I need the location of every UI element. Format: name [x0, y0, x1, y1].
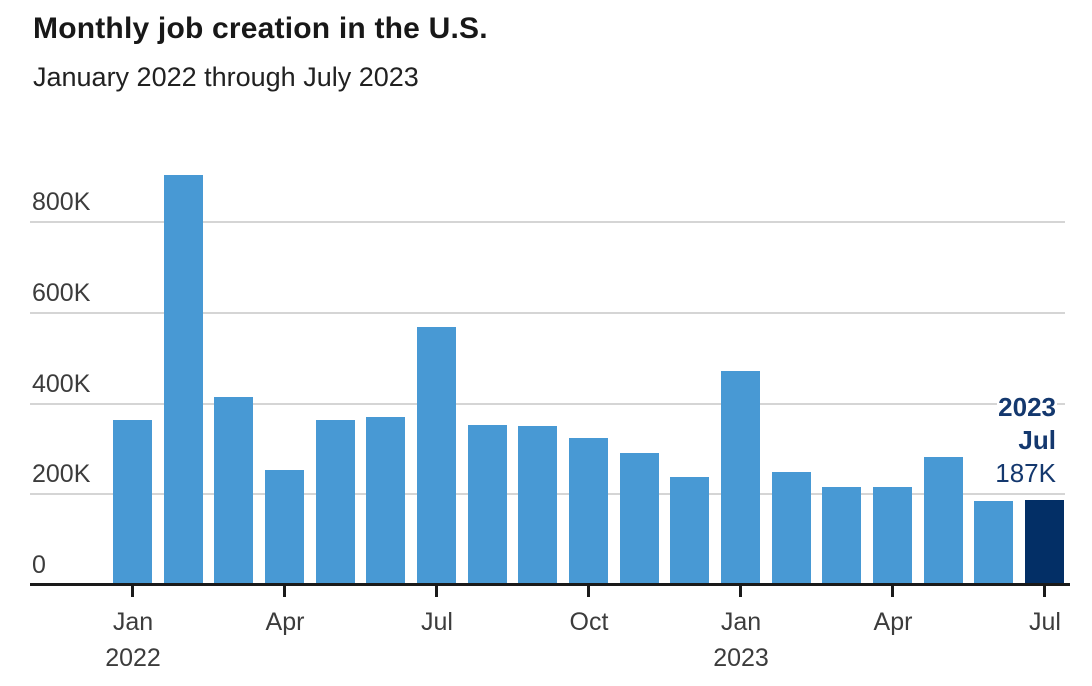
bar-oct-2022: [569, 438, 608, 585]
bar-sep-2022: [518, 426, 557, 585]
annotation-value: 187K: [994, 457, 1057, 490]
x-axis-label-month: Apr: [265, 608, 305, 636]
x-axis-label-month: Jul: [1029, 608, 1061, 636]
bar-dec-2022: [670, 477, 709, 585]
x-axis-label-jan-2023: Jan 2023: [671, 604, 811, 676]
x-axis-label-year: 2023: [713, 644, 769, 672]
y-axis-label-400k: 400K: [32, 369, 91, 398]
bar-apr-2023: [873, 487, 912, 585]
gridline-800k: [30, 221, 1065, 223]
x-axis-label-oct-2022: Oct: [519, 604, 659, 640]
x-axis-label-jul-2023: Jul: [975, 604, 1092, 640]
bar-jul-2023: [1025, 500, 1064, 585]
bar-jun-2022: [366, 417, 405, 585]
x-axis-label-month: Jan: [112, 608, 154, 636]
bar-nov-2022: [620, 453, 659, 585]
x-tick-apr-2023: [891, 584, 894, 597]
bar-mar-2023: [822, 487, 861, 585]
bar-jun-2023: [974, 501, 1013, 585]
chart-title: Monthly job creation in the U.S.: [33, 12, 488, 45]
annotation-year: 2023: [997, 391, 1057, 424]
annotation-month: Jul: [1017, 424, 1057, 457]
x-tick-jul-2023: [1043, 584, 1046, 597]
y-axis-label-600k: 600K: [32, 278, 91, 307]
x-tick-jul-2022: [435, 584, 438, 597]
x-tick-apr-2022: [283, 584, 286, 597]
x-axis-label-apr-2023: Apr: [823, 604, 963, 640]
x-axis-label-jan-2022: Jan 2022: [63, 604, 203, 676]
x-axis-label-month: Oct: [569, 608, 609, 636]
bar-apr-2022: [265, 470, 304, 585]
bar-feb-2022: [164, 175, 203, 585]
x-tick-jan-2023: [739, 584, 742, 597]
bar-may-2023: [924, 457, 963, 585]
x-axis-label-apr-2022: Apr: [215, 604, 355, 640]
bar-feb-2023: [772, 472, 811, 585]
x-axis-label-year: 2022: [105, 644, 161, 672]
bar-jan-2022: [113, 420, 152, 585]
gridline-600k: [30, 311, 1065, 314]
x-axis-label-month: Jan: [720, 608, 762, 636]
x-axis-label-jul-2022: Jul: [367, 604, 507, 640]
x-axis-label-month: Jul: [421, 608, 453, 636]
x-tick-jan-2022: [131, 584, 134, 597]
y-axis-label-200k: 200K: [32, 460, 91, 489]
bar-aug-2022: [468, 425, 507, 585]
bar-may-2022: [316, 420, 355, 585]
highlight-annotation: 2023 Jul 187K: [994, 391, 1057, 490]
bar-jan-2023: [721, 371, 760, 585]
x-axis-label-month: Apr: [873, 608, 913, 636]
y-axis-label-800k: 800K: [32, 188, 91, 216]
bar-mar-2022: [214, 397, 253, 585]
x-tick-oct-2022: [587, 584, 590, 597]
chart-subtitle: January 2022 through July 2023: [33, 62, 419, 92]
x-axis-line: [30, 583, 1070, 586]
y-axis-label-0: 0: [32, 551, 46, 579]
bar-jul-2022: [417, 327, 456, 585]
gridline-400k: [30, 402, 1065, 405]
